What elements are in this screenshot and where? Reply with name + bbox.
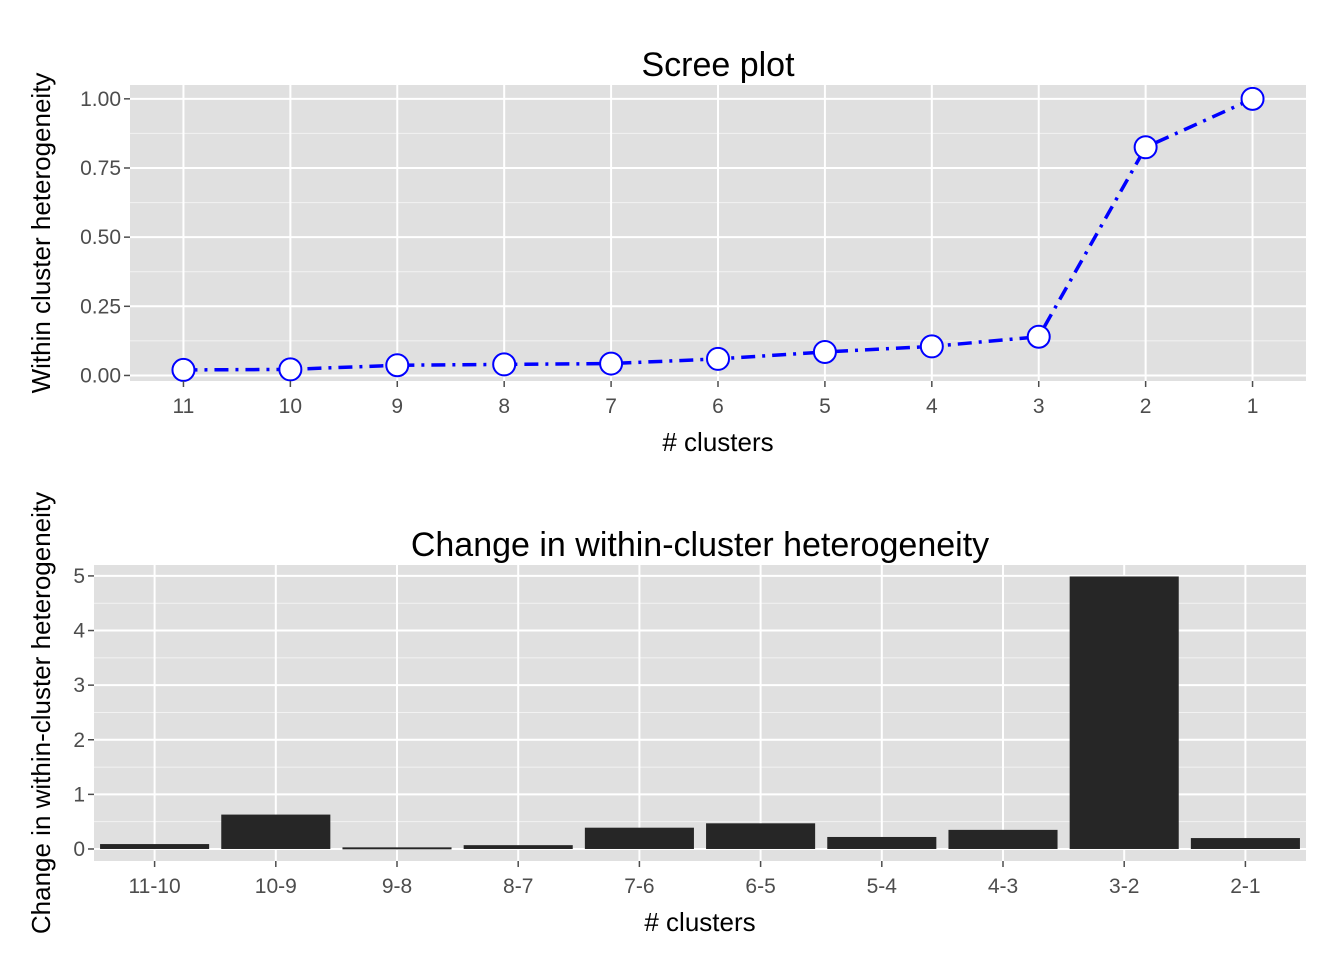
- scree-x-axis: 11 10 9 8 7 6 5 4 3 2 1: [173, 381, 1259, 418]
- y-tick-label: 4: [73, 620, 85, 643]
- scree-point: [919, 334, 944, 359]
- scree-point: [706, 346, 730, 371]
- change-bar: [463, 845, 573, 849]
- change-bar: [221, 814, 331, 849]
- y-tick-label: 0.25: [80, 295, 121, 318]
- scree-y-axis: 0.00 0.25 0.50 0.75 1.00: [80, 88, 130, 387]
- x-tick-label: 2-1: [1230, 875, 1260, 898]
- x-tick-label: 4-3: [988, 875, 1018, 898]
- change-bar: [100, 844, 210, 849]
- change-x-axis-title: # clusters: [644, 907, 755, 937]
- change-bar: [1190, 838, 1300, 849]
- x-tick-label: 8: [498, 395, 510, 418]
- x-tick-label: 1: [1247, 395, 1259, 418]
- change-y-axis-title: Change in within-cluster heterogeneity: [26, 492, 56, 934]
- y-tick-label: 1.00: [80, 88, 121, 111]
- scree-point: [278, 357, 303, 382]
- change-bar: [827, 836, 937, 849]
- x-tick-label: 3: [1033, 395, 1045, 418]
- scree-point: [1133, 135, 1158, 160]
- change-title: Change in within-cluster heterogeneity: [411, 526, 989, 564]
- x-tick-label: 6-5: [745, 875, 775, 898]
- scree-point: [1240, 86, 1265, 111]
- scree-point: [171, 357, 196, 382]
- change-bar: [948, 829, 1058, 849]
- scree-y-axis-title: Within cluster heterogeneity: [26, 73, 56, 394]
- x-tick-label: 11: [173, 395, 195, 418]
- y-tick-label: 0.50: [80, 226, 121, 249]
- change-bar-chart: 0 1 2 3 4 5 11-10 10-9 9-8 8-7 7-6 6-5 5-4 4-3 3-2 2-1…: [26, 492, 1306, 937]
- change-bar: [342, 847, 452, 850]
- y-tick-label: 3: [73, 674, 85, 697]
- x-tick-label: 5: [819, 395, 831, 418]
- x-tick-label: 6: [712, 395, 724, 418]
- x-tick-label: 7-6: [624, 875, 654, 898]
- x-tick-label: 10-9: [255, 875, 297, 898]
- y-tick-label: 0.00: [80, 364, 121, 387]
- scree-gridlines: [130, 85, 1306, 381]
- scree-point: [492, 352, 517, 377]
- change-x-axis: 11-10 10-9 9-8 8-7 7-6 6-5 5-4 4-3 3-2 2-1: [129, 861, 1261, 898]
- x-tick-label: 9-8: [382, 875, 412, 898]
- change-bars: [100, 576, 1300, 850]
- x-tick-label: 8-7: [503, 875, 533, 898]
- y-tick-label: 0.75: [80, 157, 121, 180]
- x-tick-label: 11-10: [129, 875, 181, 898]
- y-tick-label: 0: [73, 838, 85, 861]
- change-y-axis: 0 1 2 3 4 5: [73, 565, 94, 861]
- x-tick-label: 3-2: [1109, 875, 1139, 898]
- scree-point: [812, 339, 837, 364]
- change-bar: [584, 827, 694, 849]
- scree-point: [385, 353, 410, 378]
- x-tick-label: 2: [1140, 395, 1152, 418]
- scree-point: [1026, 324, 1051, 349]
- x-tick-label: 5-4: [867, 875, 898, 898]
- x-tick-label: 4: [926, 395, 938, 418]
- scree-x-axis-title: # clusters: [662, 427, 773, 457]
- scree-point: [599, 351, 624, 376]
- scree-title: Scree plot: [641, 46, 795, 84]
- scree-series: [171, 86, 1265, 382]
- x-tick-label: 10: [279, 395, 302, 418]
- y-tick-label: 1: [73, 783, 85, 806]
- y-tick-label: 5: [73, 565, 85, 588]
- change-bar: [706, 823, 816, 849]
- scree-plot: 0.00 0.25 0.50 0.75 1.00 11 10 9 8 7 6 5 4 3 2 1 Scree…: [26, 46, 1306, 457]
- y-tick-label: 2: [73, 729, 85, 752]
- change-bar: [1069, 576, 1179, 849]
- x-tick-label: 7: [605, 395, 617, 418]
- x-tick-label: 9: [391, 395, 403, 418]
